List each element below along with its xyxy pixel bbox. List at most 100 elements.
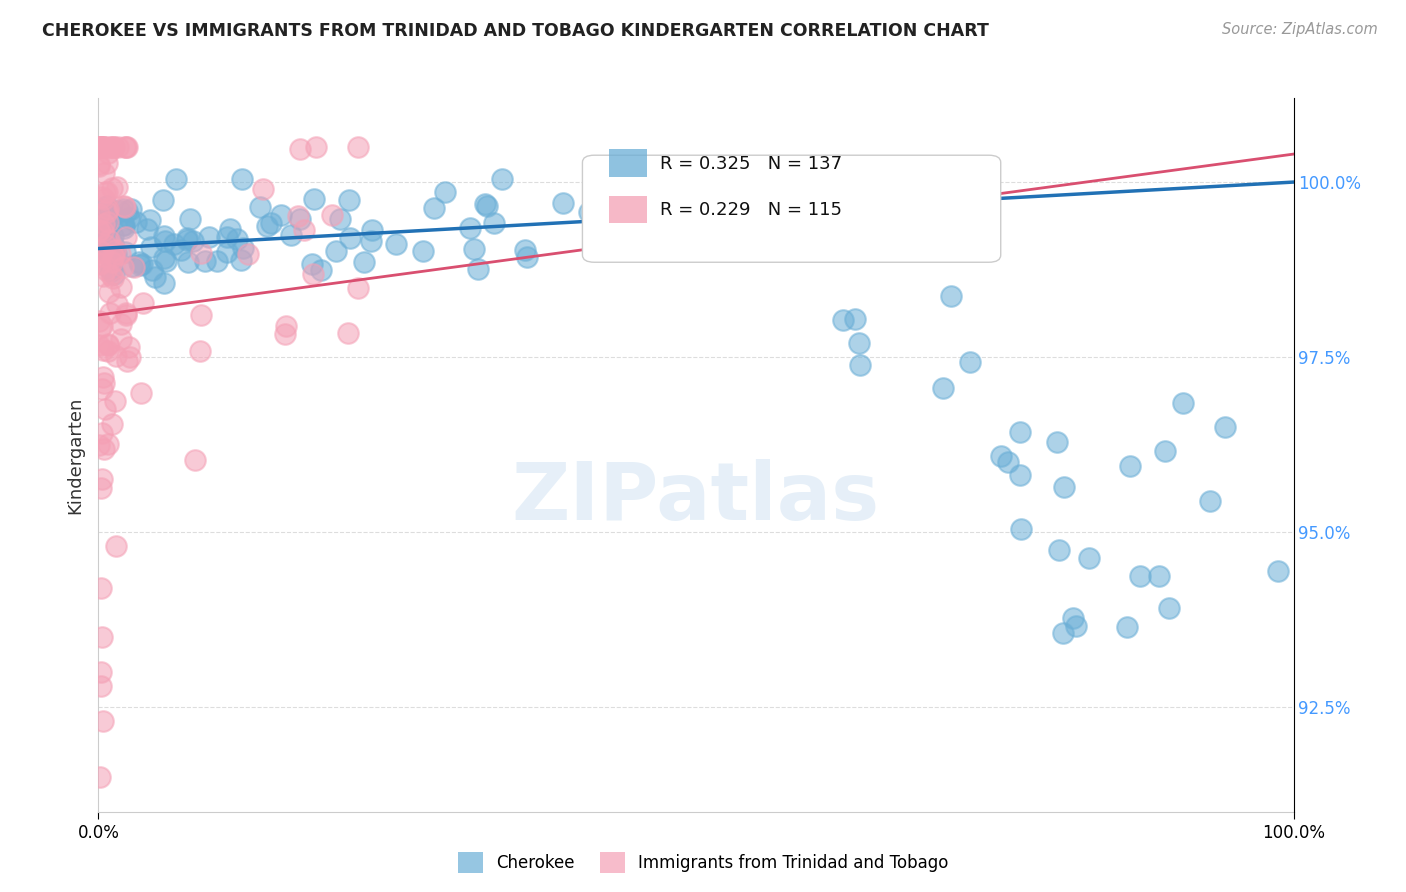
Text: ZIPatlas: ZIPatlas: [512, 458, 880, 537]
Point: [844, 311, 866, 326]
Point: [1119, 459, 1142, 474]
Point: [108, 203, 131, 218]
Point: [1213, 420, 1236, 434]
Point: [163, 237, 186, 252]
Point: [89, 224, 111, 238]
Point: [97, 215, 120, 229]
Point: [311, 263, 333, 277]
Point: [98, 305, 121, 319]
Point: [1159, 601, 1181, 615]
Point: [433, 185, 456, 199]
Point: [225, 231, 247, 245]
Point: [91, 235, 114, 250]
Point: [115, 308, 138, 322]
Point: [516, 250, 538, 264]
Point: [107, 140, 129, 154]
Point: [97, 343, 120, 358]
Point: [90, 383, 112, 397]
Point: [124, 260, 146, 274]
Point: [105, 349, 128, 363]
Point: [110, 280, 132, 294]
Point: [93, 442, 115, 457]
Point: [98, 285, 121, 299]
Point: [94, 242, 117, 256]
Point: [1064, 618, 1087, 632]
Point: [329, 212, 352, 227]
Point: [1062, 610, 1084, 624]
Point: [98, 140, 121, 154]
Point: [678, 163, 700, 178]
Point: [190, 309, 212, 323]
Point: [103, 140, 125, 154]
Point: [143, 270, 166, 285]
Point: [197, 230, 219, 244]
Point: [87, 256, 110, 270]
Point: [259, 216, 281, 230]
Point: [97, 202, 120, 217]
Point: [100, 261, 122, 276]
Point: [97, 436, 120, 450]
Point: [112, 202, 135, 217]
Point: [87, 243, 110, 257]
Point: [96, 156, 118, 170]
Point: [1077, 550, 1099, 565]
Point: [114, 140, 136, 154]
Point: [87, 249, 110, 263]
Point: [155, 254, 177, 268]
Point: [96, 199, 118, 213]
Point: [205, 254, 228, 268]
Point: [96, 185, 118, 199]
Point: [301, 257, 323, 271]
Point: [90, 425, 112, 440]
Point: [304, 192, 326, 206]
Point: [91, 318, 114, 333]
Point: [849, 358, 872, 372]
Point: [87, 140, 110, 154]
Point: [131, 257, 153, 271]
Point: [94, 140, 117, 154]
Point: [112, 260, 135, 274]
Point: [292, 222, 315, 236]
Point: [252, 182, 274, 196]
Point: [188, 343, 211, 358]
Point: [120, 202, 142, 217]
Y-axis label: Kindergarten: Kindergarten: [66, 396, 84, 514]
Point: [190, 246, 212, 260]
Legend: Cherokee, Immigrants from Trinidad and Tobago: Cherokee, Immigrants from Trinidad and T…: [451, 846, 955, 880]
Point: [129, 258, 152, 272]
Point: [108, 247, 131, 261]
Point: [347, 281, 370, 295]
Point: [423, 202, 446, 216]
Point: [848, 336, 870, 351]
Point: [97, 246, 120, 260]
Point: [125, 215, 148, 229]
Point: [90, 217, 112, 231]
Point: [179, 211, 201, 226]
Point: [136, 222, 159, 236]
Point: [274, 318, 297, 333]
Point: [1116, 620, 1139, 634]
Point: [93, 376, 115, 390]
Point: [87, 140, 110, 154]
Point: [121, 260, 143, 274]
Point: [118, 211, 141, 225]
Point: [232, 241, 254, 255]
Point: [217, 230, 239, 244]
Point: [325, 244, 347, 259]
Point: [115, 204, 138, 219]
Point: [91, 714, 114, 728]
Point: [114, 221, 136, 235]
Point: [598, 209, 620, 223]
Point: [100, 180, 122, 194]
Point: [97, 145, 120, 160]
FancyBboxPatch shape: [582, 155, 1001, 262]
Point: [89, 321, 111, 335]
Point: [132, 295, 155, 310]
Point: [91, 224, 114, 238]
Point: [87, 437, 110, 451]
Point: [89, 159, 111, 173]
Point: [94, 234, 117, 248]
Point: [482, 216, 505, 230]
Point: [1010, 425, 1032, 439]
Point: [103, 393, 125, 408]
